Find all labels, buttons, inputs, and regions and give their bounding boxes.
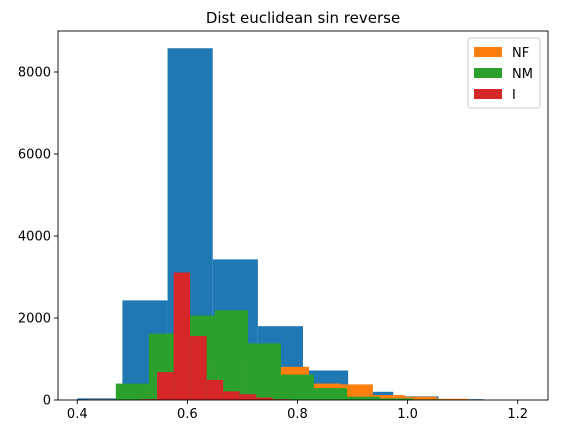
chart-title: Dist euclidean sin reverse [206,9,400,27]
histogram-bar [190,336,207,400]
legend: NF NM I [467,37,541,109]
y-axis: 0 2000 4000 6000 8000 [18,66,58,409]
x-tick-label: 1.0 [397,407,418,422]
plot-frame [57,30,549,401]
histogram-bar [239,394,257,400]
bars-layer [77,48,484,400]
x-tick-label: 1.2 [507,407,528,422]
legend-swatch [474,68,502,78]
legend-label: NF [512,46,529,61]
x-axis: 0.4 0.6 0.8 1.0 1.2 [67,400,528,422]
legend-swatch [474,47,502,57]
y-tick-label: 8000 [18,66,51,81]
y-tick-label: 4000 [18,230,51,245]
x-tick-label: 0.6 [177,407,198,422]
histogram-bar [173,272,191,400]
histogram-bar [280,374,315,400]
histogram-bar [380,398,414,400]
histogram-bar [314,388,348,400]
x-tick-label: 0.8 [287,407,308,422]
histogram-bar [223,391,240,400]
histogram-bar [206,379,224,400]
histogram-bar [247,343,281,400]
y-tick-label: 0 [43,394,51,409]
histogram-bar [340,384,373,400]
legend-label: I [512,88,516,103]
histogram-bar [77,398,123,400]
y-tick-label: 2000 [18,312,51,327]
histogram-bar [372,395,405,400]
histogram-bar [115,383,149,400]
y-tick-label: 6000 [18,148,51,163]
legend-swatch [474,89,502,99]
histogram-bar [157,372,174,400]
histogram-bar [436,398,469,400]
histogram-bar [256,397,273,400]
x-tick-label: 0.4 [67,407,88,422]
histogram-bar [404,396,437,400]
histogram-bar [347,396,381,400]
legend-label: NM [512,67,533,82]
